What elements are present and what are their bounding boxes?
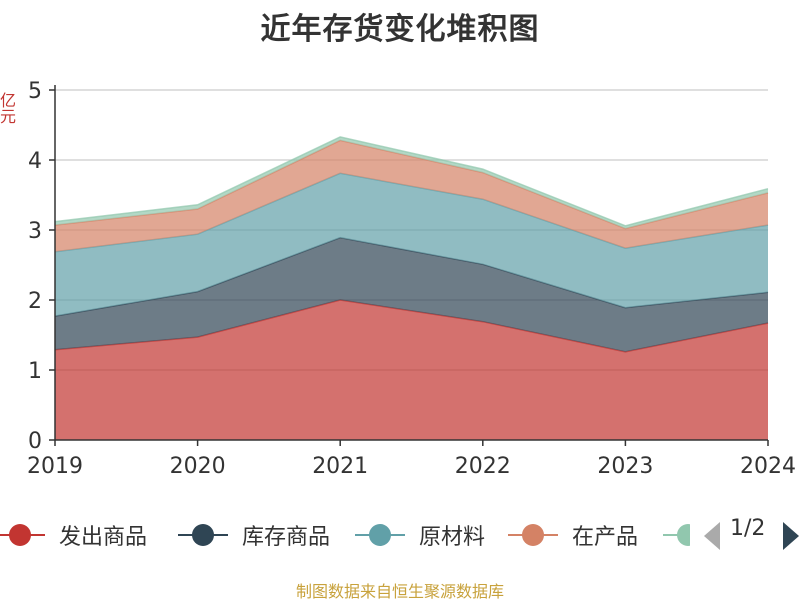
x-tick-label: 2023 bbox=[597, 454, 653, 479]
y-tick-label: 4 bbox=[28, 149, 42, 174]
legend-item-1[interactable]: 库存商品 bbox=[236, 515, 330, 555]
x-tick-label: 2022 bbox=[455, 454, 511, 479]
legend-item-3[interactable]: 在产品 bbox=[566, 515, 638, 555]
y-tick-label: 3 bbox=[28, 219, 42, 244]
legend-markers bbox=[0, 518, 800, 554]
legend: 发出商品 库存商品 原材料 在产品 bbox=[0, 515, 800, 555]
legend-label: 发出商品 bbox=[59, 525, 148, 550]
y-tick-label: 5 bbox=[28, 79, 42, 104]
legend-label: 库存商品 bbox=[242, 525, 331, 550]
stacked-areas bbox=[54, 136, 769, 440]
x-tick-label: 2024 bbox=[740, 454, 796, 479]
legend-label: 原材料 bbox=[419, 525, 486, 550]
area-series-0 bbox=[55, 300, 768, 440]
axes: 0 1 2 3 4 5 2019 2020 2021 2022 2023 2024 bbox=[27, 79, 796, 479]
area-series-4 bbox=[55, 136, 768, 229]
chart-title: 近年存货变化堆积图 bbox=[260, 12, 540, 47]
area-series-2 bbox=[55, 173, 768, 317]
x-tick-label: 2020 bbox=[170, 454, 226, 479]
y-tick-label: 1 bbox=[28, 359, 42, 384]
x-tick-label: 2021 bbox=[312, 454, 368, 479]
y-axis-label: 亿元 bbox=[0, 92, 16, 124]
legend-dot-1 bbox=[192, 524, 214, 546]
legend-item-2[interactable]: 原材料 bbox=[413, 515, 485, 555]
legend-page-indicator: 1/2 bbox=[730, 516, 766, 541]
legend-dot-3 bbox=[522, 524, 544, 546]
legend-pager bbox=[704, 522, 799, 550]
pager-next-icon[interactable] bbox=[783, 522, 799, 550]
source-note: 制图数据来自恒生聚源数据库 bbox=[295, 582, 504, 601]
legend-dot-0 bbox=[9, 524, 31, 546]
legend-item-0[interactable]: 发出商品 bbox=[53, 515, 147, 555]
y-tick-label: 2 bbox=[28, 289, 42, 314]
y-tick-label: 0 bbox=[28, 429, 42, 454]
pager-prev-icon[interactable] bbox=[704, 522, 720, 550]
x-tick-label: 2019 bbox=[27, 454, 83, 479]
area-series-3 bbox=[55, 140, 768, 252]
area-series-1 bbox=[55, 237, 768, 352]
area-series-edge-4 bbox=[54, 136, 769, 227]
legend-dot-2 bbox=[369, 524, 391, 546]
legend-label: 在产品 bbox=[572, 525, 639, 550]
